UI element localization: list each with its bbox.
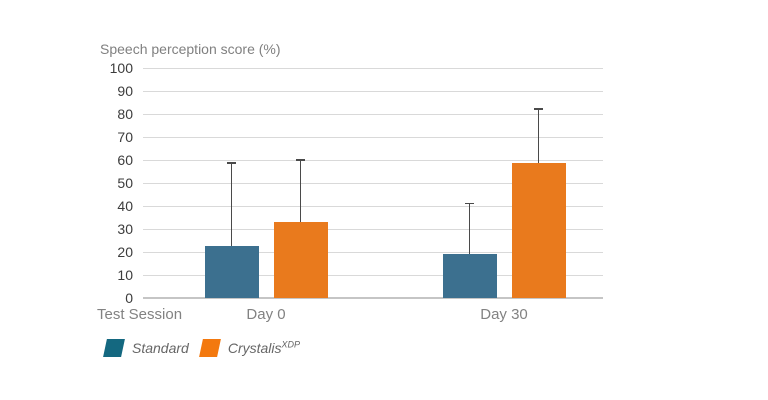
bar-standard-day-30 [442,254,497,298]
y-tick-label: 10 [117,267,133,283]
legend-item-standard: Standard [102,339,189,358]
error-bar-cap [296,159,305,161]
error-bar-cap [227,162,236,164]
x-axis-line [143,297,603,299]
gridline [143,229,603,230]
crystalis-series-swatch [198,339,221,357]
y-tick-label: 90 [117,83,133,99]
gridline [143,206,603,207]
y-tick-label: 100 [109,60,133,76]
legend-label-superscript: XDP [281,339,301,350]
gridline [143,114,603,115]
legend-label-crystalis: CrystalisXDP [227,339,301,356]
gridline [143,91,603,92]
y-tick-label: 60 [117,152,133,168]
y-tick-label: 30 [117,221,133,237]
gridline [143,160,603,161]
chart-title: Speech perception score (%) [100,41,281,57]
y-tick-label: 40 [117,198,133,214]
legend-item-crystalis: CrystalisXDP [198,339,300,358]
error-bar [230,163,233,247]
error-bar [299,160,302,223]
gridline [143,68,603,69]
bar-standard-day-0 [204,246,259,298]
error-bar-cap [465,202,474,205]
legend: Standard CrystalisXDP [102,339,309,358]
error-bar-cap [534,108,543,110]
gridline [143,275,603,276]
plot-area [143,68,603,299]
y-tick-label: 80 [117,106,133,122]
y-tick-label: 70 [117,129,133,145]
y-tick-label: 0 [125,290,133,306]
x-category-label: Day 30 [480,306,528,323]
x-axis-title: Test Session [97,306,183,323]
legend-label-standard: Standard [132,340,189,356]
error-bar [537,109,540,164]
bar-crystalis-xdp-day-0 [273,222,328,298]
bar-crystalis-xdp-day-30 [511,163,566,298]
error-bar [468,203,471,255]
gridline [143,252,603,253]
gridline [143,137,603,138]
standard-series-swatch [103,339,125,357]
y-tick-label: 20 [117,244,133,260]
y-tick-label: 50 [117,175,133,191]
x-category-label: Day 0 [246,306,286,323]
gridline [143,183,603,184]
